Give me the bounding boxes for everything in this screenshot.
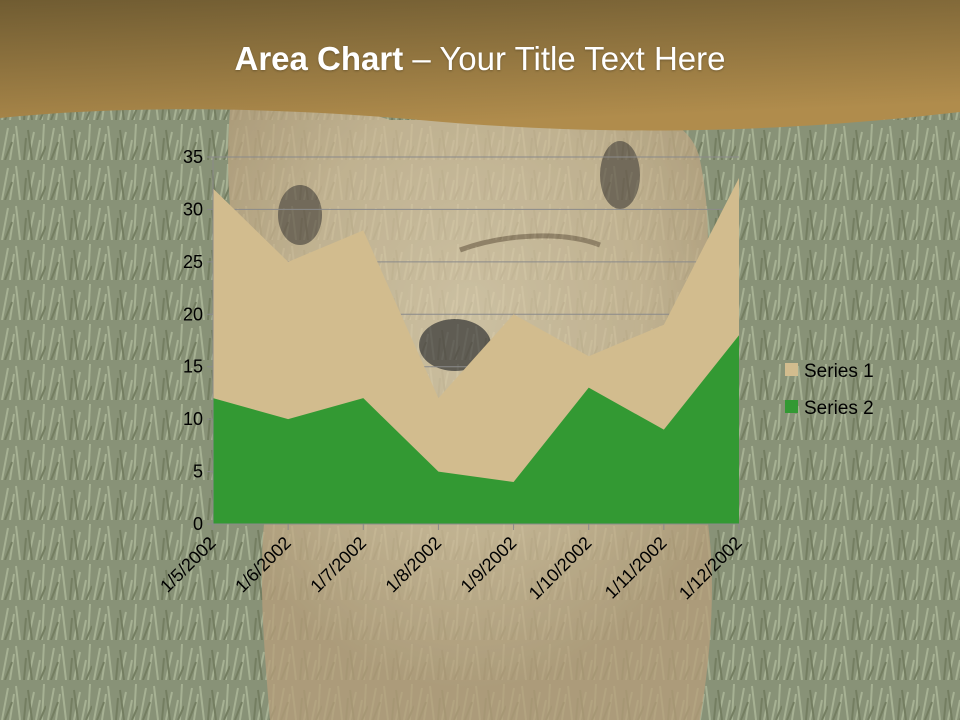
x-tick-label: 1/10/2002 — [525, 533, 596, 604]
x-tick-label: 1/7/2002 — [306, 533, 370, 597]
slide-title: Area Chart – Your Title Text Here — [0, 40, 960, 78]
series-areas — [213, 177, 739, 524]
y-tick-label: 20 — [183, 304, 203, 324]
legend-label-2: Series 2 — [804, 398, 874, 419]
y-tick-label: 30 — [183, 199, 203, 219]
y-tick-label: 5 — [193, 462, 203, 482]
x-tick-label: 1/5/2002 — [156, 533, 220, 597]
legend-label-1: Series 1 — [804, 361, 874, 382]
x-tick-label: 1/11/2002 — [601, 533, 671, 603]
y-tick-labels: 0 5 10 15 20 25 30 35 — [183, 147, 203, 534]
y-tick-label: 10 — [183, 409, 203, 429]
x-tick-label: 1/6/2002 — [231, 533, 295, 597]
title-bold: Area Chart — [234, 40, 404, 77]
legend-swatch-2 — [785, 400, 798, 413]
y-tick-label: 25 — [183, 252, 203, 272]
legend-swatch-1 — [785, 363, 798, 376]
y-tick-label: 15 — [183, 357, 203, 377]
y-tick-label: 0 — [193, 514, 203, 534]
legend: Series 1 Series 2 — [785, 361, 874, 419]
title-rest: – Your Title Text Here — [403, 40, 726, 77]
title-banner — [0, 0, 960, 131]
x-tick-label: 1/12/2002 — [675, 533, 746, 604]
x-tick-labels: 1/5/2002 1/6/2002 1/7/2002 1/8/2002 1/9/2002… — [156, 533, 746, 604]
x-tick-label: 1/9/2002 — [457, 533, 521, 597]
series-area-2 — [213, 335, 739, 524]
x-tick-label: 1/8/2002 — [382, 533, 446, 597]
y-tick-label: 35 — [183, 147, 203, 167]
axes — [207, 156, 740, 530]
